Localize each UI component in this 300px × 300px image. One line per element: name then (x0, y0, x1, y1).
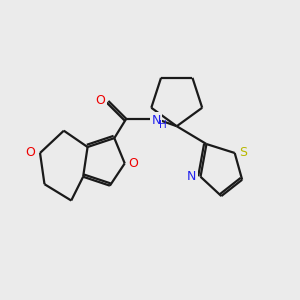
Text: N: N (187, 170, 196, 183)
Text: H: H (159, 120, 167, 130)
Text: S: S (240, 146, 248, 160)
Text: O: O (95, 94, 105, 107)
Text: O: O (26, 146, 35, 160)
Text: O: O (129, 157, 139, 170)
Text: N: N (151, 114, 160, 127)
